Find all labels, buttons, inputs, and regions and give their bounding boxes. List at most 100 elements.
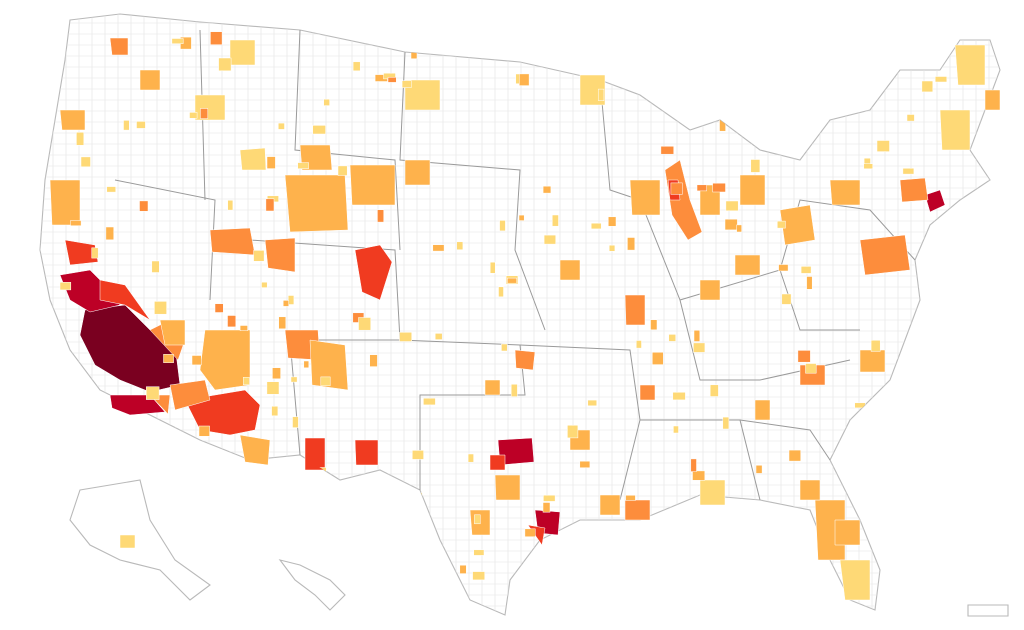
county-region-2 (734, 254, 761, 276)
county-small-fill (510, 384, 518, 397)
county-small-fill (902, 168, 915, 175)
county-region-1 (839, 559, 871, 601)
county-small-fill (546, 59, 556, 67)
county-region-2 (699, 279, 721, 301)
county-small-fill (722, 416, 730, 430)
county-small-fill (797, 350, 811, 363)
county-small-fill (668, 334, 676, 342)
county-small-fill (358, 317, 371, 331)
county-small-fill (399, 332, 412, 342)
county-small-fill (140, 584, 150, 597)
county-region-1 (404, 79, 441, 111)
county-region-2 (779, 204, 816, 246)
puerto-rico-outline (967, 604, 1009, 617)
county-small-fill (290, 376, 298, 383)
county-small-fill (59, 282, 72, 291)
county-small-fill (800, 266, 812, 274)
county-small-fill (557, 533, 565, 543)
county-region-2 (484, 379, 501, 396)
county-small-fill (472, 571, 485, 581)
county-small-fill (709, 384, 719, 397)
county-region-2 (494, 474, 521, 501)
county-small-fill (608, 216, 617, 227)
county-region-4 (99, 279, 151, 321)
county-small-fill (507, 277, 517, 284)
county-small-fill (218, 57, 232, 72)
county-small-fill (98, 470, 113, 478)
county-small-fill (278, 316, 287, 330)
county-small-fill (282, 300, 289, 307)
county-small-fill (287, 295, 295, 305)
county-small-fill (250, 477, 258, 485)
county-small-fill (165, 427, 177, 434)
county-small-fill (940, 378, 948, 386)
county-small-fill (80, 156, 91, 168)
county-region-1 (194, 94, 226, 121)
county-region-1 (119, 534, 136, 549)
county-small-fill (136, 121, 146, 129)
county-small-fill (60, 379, 67, 388)
county-region-2 (309, 339, 349, 391)
county-small-fill (660, 146, 674, 155)
county-small-fill (890, 561, 896, 570)
county-region-4 (64, 239, 99, 266)
county-small-fill (863, 163, 873, 170)
county-small-fill (692, 470, 706, 481)
county-region-5 (924, 189, 946, 213)
county-region-2 (629, 179, 661, 216)
county-small-fill (273, 462, 284, 475)
county-small-fill (806, 276, 813, 290)
county-small-fill (911, 479, 920, 486)
county-small-fill (410, 492, 423, 503)
county-small-fill (806, 129, 816, 139)
county-small-fill (105, 226, 114, 241)
county-small-fill (459, 564, 467, 574)
county-small-fill (524, 528, 536, 537)
county-small-fill (214, 303, 224, 313)
county-small-fill (171, 38, 184, 44)
county-region-3 (264, 237, 296, 273)
county-small-fill (670, 182, 683, 195)
county-small-fill (243, 377, 250, 386)
county-region-6 (79, 304, 181, 393)
county-small-fill (542, 185, 552, 194)
county-region-2 (59, 109, 86, 131)
county-region-3 (639, 384, 656, 401)
county-small-fill (587, 399, 597, 407)
county-small-fill (543, 234, 556, 245)
county-small-fill (261, 281, 268, 288)
county-small-fill (709, 542, 719, 553)
county-small-fill (369, 354, 378, 367)
county-small-fill (888, 518, 901, 527)
county-small-fill (750, 159, 761, 173)
county-small-fill (567, 425, 579, 439)
county-region-1 (939, 109, 971, 151)
county-small-fill (278, 122, 285, 130)
county-small-fill (625, 495, 636, 501)
county-small-fill (916, 355, 929, 362)
county-small-fill (320, 376, 331, 387)
county-region-3 (859, 234, 911, 276)
county-small-fill (572, 541, 579, 550)
county-small-fill (650, 319, 658, 331)
county-small-fill (736, 224, 742, 233)
county-small-fill (778, 264, 789, 272)
county-small-fill (180, 435, 191, 449)
county-small-fill (777, 220, 786, 229)
county-small-fill (501, 343, 508, 352)
county-small-fill (322, 561, 335, 569)
county-region-2 (739, 174, 766, 206)
county-small-fill (906, 114, 915, 122)
county-region-2 (829, 179, 861, 206)
county-small-fill (154, 301, 167, 315)
county-region-2 (49, 179, 81, 226)
county-small-fill (636, 340, 642, 349)
county-region-3 (209, 227, 256, 256)
county-region-4 (354, 244, 393, 301)
county-small-fill (91, 247, 99, 259)
county-small-fill (387, 77, 397, 83)
county-region-2 (834, 519, 861, 546)
county-small-fill (807, 124, 814, 131)
county-small-fill (712, 182, 726, 193)
county-region-2 (859, 349, 886, 373)
